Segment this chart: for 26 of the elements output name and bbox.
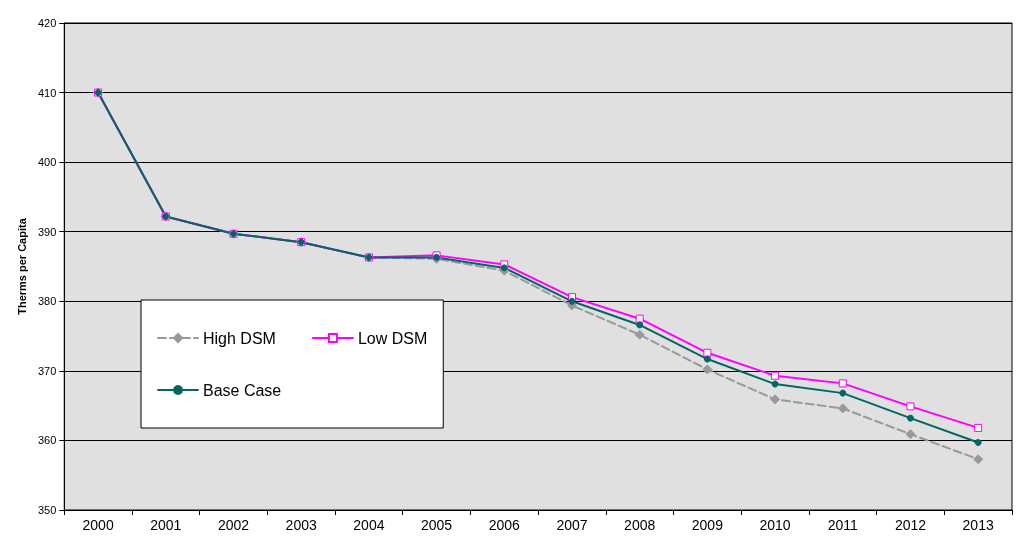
x-tick-label: 2002 [217,517,250,533]
x-tick-label: 2013 [962,517,994,533]
y-tick-label: 410 [37,86,57,99]
legend-label: High DSM [203,329,276,347]
y-tick-label: 370 [37,364,57,377]
x-tick-label: 2003 [285,517,317,533]
y-tick-label: 390 [37,225,57,238]
y-tick-label: 400 [37,156,57,169]
y-tick-label: 380 [37,295,57,308]
x-tick-label: 2000 [82,517,114,533]
y-tick-label: 420 [37,17,57,29]
x-tick-label: 2008 [624,517,656,533]
x-tick-label: 2007 [556,517,588,533]
y-axis-title: Therms per Capita [15,217,28,315]
x-tick-label: 2012 [894,517,927,533]
x-tick-label: 2001 [150,517,182,533]
y-tick-label: 350 [37,504,57,516]
x-tick-label: 2010 [759,517,791,533]
x-tick-label: 2006 [488,517,521,533]
x-tick-label: 2005 [421,517,453,533]
legend-label: Low DSM [357,329,428,347]
x-tick-label: 2009 [691,517,724,533]
y-tick-label: 360 [37,434,57,447]
legend-label: Base Case [203,381,282,399]
x-tick-label: 2004 [353,517,385,533]
x-tick-label: 2011 [827,517,859,533]
